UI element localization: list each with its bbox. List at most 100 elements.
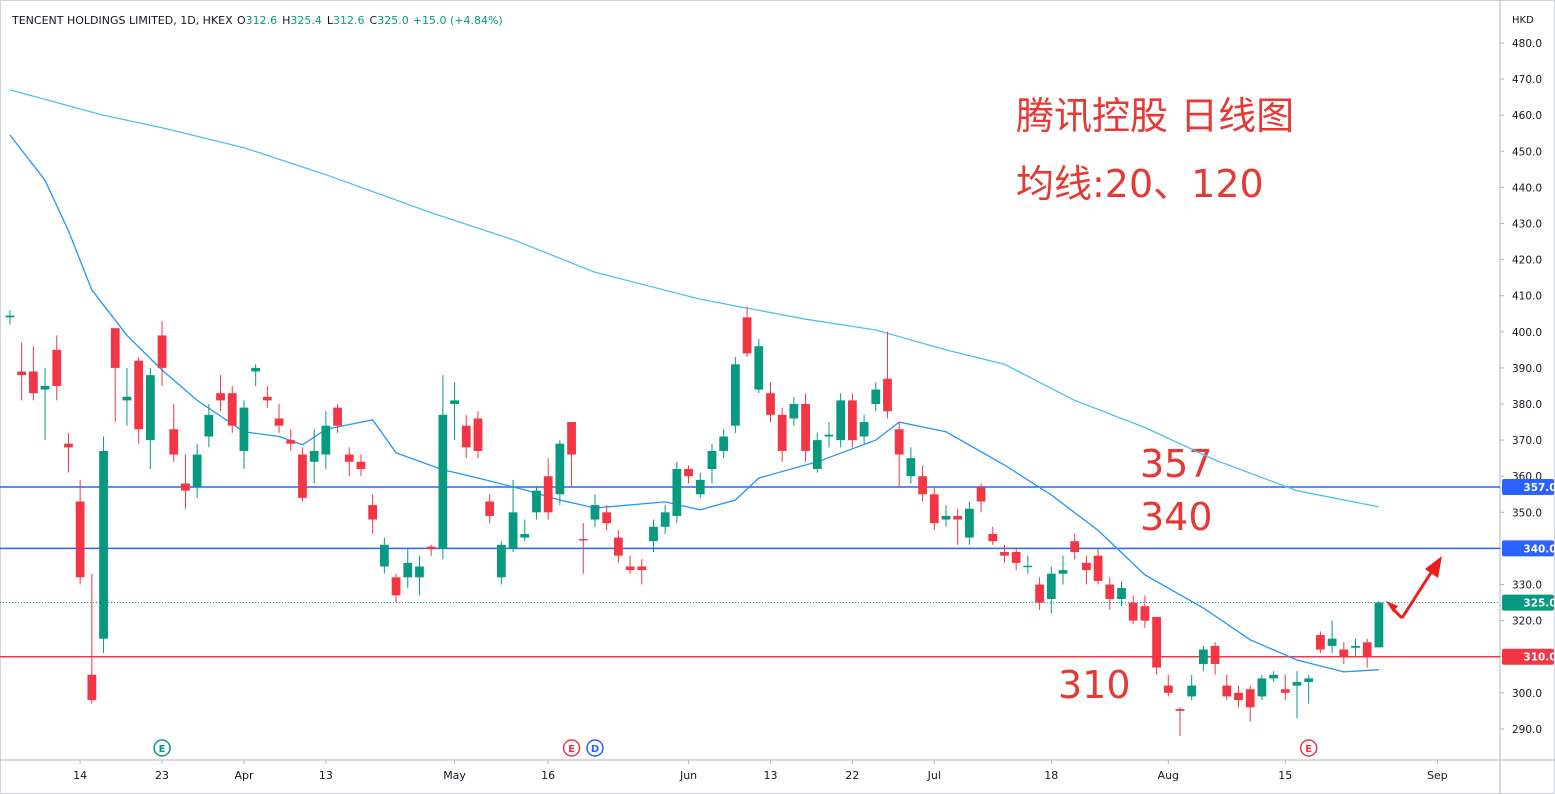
x-tick-label: 22 [845,769,859,782]
candle-body [543,476,553,513]
header-key: H [282,14,290,27]
chart-header: TENCENT HOLDINGS LIMITED, 1D, HKEX O312.6… [11,14,503,27]
candle-body [286,440,296,444]
candle-body [450,400,459,405]
x-tick-label: 14 [73,769,87,782]
y-tick-label: 380.0 [1512,399,1542,411]
header-title: TENCENT HOLDINGS LIMITED, 1D, HKEX [11,14,233,27]
candle-body [461,425,471,448]
candle-body [602,512,612,524]
event-marker [562,739,581,757]
candle-body [929,494,939,524]
x-tick-label: 13 [319,769,333,782]
level-label: 310.0 [1523,652,1555,664]
candle-body [52,349,62,386]
candle-body [1269,674,1278,679]
candle-body [75,501,85,578]
candle-body [1093,555,1103,581]
candle-body [1351,645,1360,648]
candle-body [403,562,413,578]
y-tick-label: 390.0 [1512,363,1542,375]
candle-body [368,505,378,520]
candle-body [87,674,97,701]
currency-label: HKD [1512,15,1534,26]
candle-body [766,393,775,415]
candle-body [1175,709,1185,711]
y-tick-label: 370.0 [1512,435,1542,447]
candle-body [1304,678,1314,683]
header-key: L [327,14,334,27]
candle-body [122,396,132,401]
candle-body [379,544,389,567]
candle-body [1105,584,1115,599]
annotation: 均线:20、120 [1016,162,1264,206]
level-label-box [1502,479,1554,496]
level-label-box [1502,648,1554,665]
candle-body [298,454,307,498]
candle-body [1023,565,1033,568]
candle-body [953,515,963,520]
candle-body [976,487,986,502]
candle-body [883,378,892,412]
x-tick-label: 15 [1278,769,1292,782]
x-tick-label: 18 [1044,769,1058,782]
candle-body [1035,584,1044,603]
event-label: D [591,744,599,755]
candle-body [64,443,73,448]
candle-body [684,468,693,477]
candle-body [1000,552,1009,556]
candle-body [625,566,635,571]
candle-body [1362,642,1372,657]
candle-body [1046,573,1056,599]
candle-body [1292,682,1302,686]
level-label-box [1502,540,1554,557]
candle-body [110,328,120,368]
candle-body [1327,638,1337,646]
candle-body [906,458,916,477]
candle-body [40,385,50,390]
header-change: +15.0 (+4.84%) [413,14,503,27]
candle-body [742,317,752,354]
candle-body [695,479,705,495]
event-marker [153,739,171,757]
header-key: C [370,14,378,27]
y-tick-label: 290.0 [1512,724,1542,736]
x-tick-label: Jun [679,769,697,782]
last-price-box [1502,594,1554,611]
candle-body [578,539,588,541]
candle-body [227,393,237,426]
candle-body [1011,552,1021,563]
candle-body [28,371,38,394]
candle-body [426,546,436,550]
candle-body [941,515,951,520]
candle-body [777,414,787,451]
header-value: 312.6 [246,14,278,27]
candle-body [660,512,670,527]
candle-body [239,407,249,451]
candle-body [333,407,342,426]
candle-body [894,429,904,455]
candle-body [1280,689,1290,693]
level-label: 340.0 [1523,543,1555,555]
candle-body [637,566,647,571]
candle-body [836,400,846,441]
candle-body [216,393,225,401]
candle-body [1210,645,1220,664]
header-key: O [237,14,246,27]
arrow [1386,556,1442,620]
candle-body [1199,649,1208,664]
candle-body [508,512,518,549]
candle-body [1222,685,1232,697]
x-tick-label: 13 [763,769,777,782]
y-tick-label: 400.0 [1512,327,1542,339]
candle-body [473,418,483,451]
candle-body [181,483,190,491]
x-tick-label: May [443,769,466,782]
candle-body [532,490,541,513]
candle-body [17,371,27,376]
moving-average [9,89,1380,508]
candle-body [649,526,658,542]
y-tick-label: 450.0 [1512,146,1542,158]
candle-body [251,367,261,372]
